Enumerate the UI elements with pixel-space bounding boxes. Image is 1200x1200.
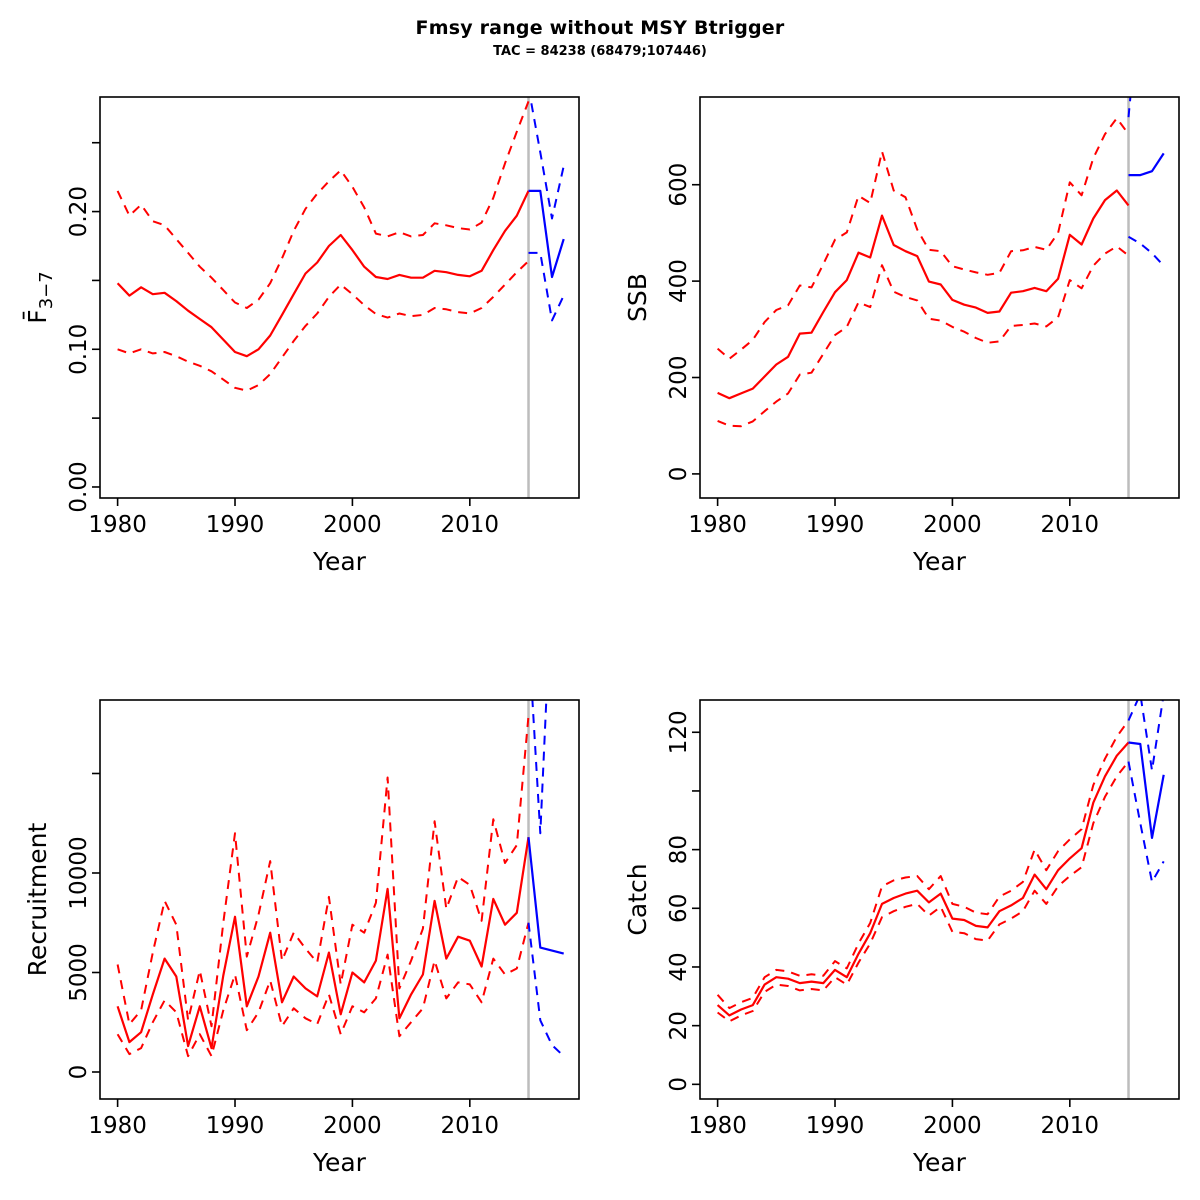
ssb-forecast-median-line (1128, 152, 1165, 177)
catch-plot-box (699, 699, 1180, 1100)
catch-series (716, 700, 1165, 1023)
svg-text:2010: 2010 (441, 512, 500, 538)
svg-text:80: 80 (666, 835, 692, 864)
ssb-x-axis: 1980 1990 2000 2010 (688, 498, 1099, 538)
svg-text:10000: 10000 (66, 836, 92, 909)
ssb-history-upper-line (716, 117, 1130, 360)
catch-x-axis: 1980 1990 2000 2010 (688, 1099, 1099, 1139)
svg-text:1990: 1990 (806, 512, 865, 538)
svg-text:1980: 1980 (688, 1113, 747, 1139)
recruitment-y-axis: 0 5000 10000 (66, 772, 100, 1080)
svg-text:1990: 1990 (206, 512, 265, 538)
ssb-y-axis-title: SSB (623, 273, 652, 322)
fbar-y-axis: 0.00 0.10 0.20 (66, 141, 100, 513)
recruitment-history-median-line (116, 837, 530, 1050)
plot-subtitle: TAC = 84238 (68479;107446) (493, 44, 707, 59)
ssb-forecast-lower-line (1128, 235, 1165, 267)
ssb-plot-box (699, 96, 1180, 499)
svg-text:2000: 2000 (923, 512, 982, 538)
svg-text:0.20: 0.20 (66, 186, 92, 237)
svg-text:1990: 1990 (206, 1113, 265, 1139)
ssb-x-axis-title: Year (912, 547, 967, 576)
catch-y-axis: 0 20 40 60 80 120 (666, 710, 700, 1092)
recruitment-plot-box (99, 699, 580, 1100)
fbar-forecast-lower-line (528, 251, 565, 322)
recruitment-forecast-lower-line (527, 922, 565, 1057)
fbar-x-axis-title: Year (312, 547, 367, 576)
catch-forecast-median-line (1128, 741, 1165, 839)
fbar-history-lower-line (117, 260, 530, 392)
fbar-forecast-upper-line (529, 97, 565, 220)
svg-text:2000: 2000 (323, 1113, 382, 1139)
recruitment-forecast-median-line (527, 837, 564, 955)
recruitment-forecast-upper-line (531, 700, 548, 835)
svg-text:1980: 1980 (688, 512, 747, 538)
svg-text:2010: 2010 (441, 1113, 500, 1139)
fbar-x-axis: 1980 1990 2000 2010 (88, 498, 499, 538)
catch-y-axis-title: Catch (623, 863, 652, 935)
fbar-history-median-line (116, 190, 530, 358)
svg-text:200: 200 (666, 356, 692, 400)
chart-panel-fbar: 1980 1990 2000 2010 Year 0.00 0.10 0.20 F̄3−7 (22, 96, 580, 576)
ssb-y-axis: 0 200 400 600 (666, 163, 700, 481)
recruitment-history-upper-line (116, 715, 530, 1028)
svg-text:60: 60 (666, 894, 692, 923)
svg-text:1980: 1980 (88, 512, 147, 538)
fbar-series (116, 97, 565, 392)
svg-text:400: 400 (666, 259, 692, 303)
chart-panel-recruitment: 1980 1990 2000 2010 Year 0 5000 10000 Recruitmen… (23, 699, 580, 1177)
catch-forecast-upper-line (1127, 700, 1164, 772)
recruitment-x-axis-title: Year (312, 1148, 367, 1177)
ssb-series (716, 97, 1165, 428)
svg-text:2010: 2010 (1041, 1113, 1100, 1139)
svg-text:40: 40 (666, 952, 692, 981)
svg-text:600: 600 (666, 163, 692, 207)
svg-text:2010: 2010 (1041, 512, 1100, 538)
fbar-plot-box (99, 96, 580, 499)
fbar-history-upper-line (116, 101, 530, 309)
catch-history-upper-line (716, 719, 1130, 1010)
svg-text:0.00: 0.00 (66, 461, 92, 512)
catch-forecast-lower-line (1127, 761, 1165, 883)
svg-text:5000: 5000 (66, 943, 92, 1002)
svg-text:2000: 2000 (923, 1113, 982, 1139)
ssb-history-lower-line (717, 245, 1130, 428)
svg-text:0: 0 (66, 1065, 92, 1080)
fbar-y-axis-title: F̄3−7 (22, 271, 57, 323)
ssb-forecast-upper-line (1127, 97, 1132, 118)
recruitment-y-axis-title: Recruitment (23, 822, 52, 976)
svg-text:120: 120 (666, 710, 692, 754)
fbar-forecast-median-line (528, 189, 565, 279)
svg-text:1980: 1980 (88, 1113, 147, 1139)
catch-history-lower-line (717, 760, 1130, 1023)
recruitment-x-axis: 1980 1990 2000 2010 (88, 1099, 499, 1139)
catch-x-axis-title: Year (912, 1148, 967, 1177)
svg-text:1990: 1990 (806, 1113, 865, 1139)
svg-text:0: 0 (666, 1077, 692, 1092)
svg-text:2000: 2000 (323, 512, 382, 538)
catch-history-median-line (716, 741, 1130, 1017)
chart-panel-ssb: 1980 1990 2000 2010 Year 0 200 400 600 SSB (623, 96, 1180, 576)
svg-text:20: 20 (666, 1011, 692, 1040)
chart-panel-catch: 1980 1990 2000 2010 Year 0 20 40 60 80 120 Catch (623, 699, 1180, 1177)
svg-text:0: 0 (666, 467, 692, 482)
svg-text:0.10: 0.10 (66, 324, 92, 375)
recruitment-series (116, 700, 565, 1058)
plot-title: Fmsy range without MSY Btrigger (415, 17, 785, 39)
ssb-history-median-line (717, 189, 1130, 400)
